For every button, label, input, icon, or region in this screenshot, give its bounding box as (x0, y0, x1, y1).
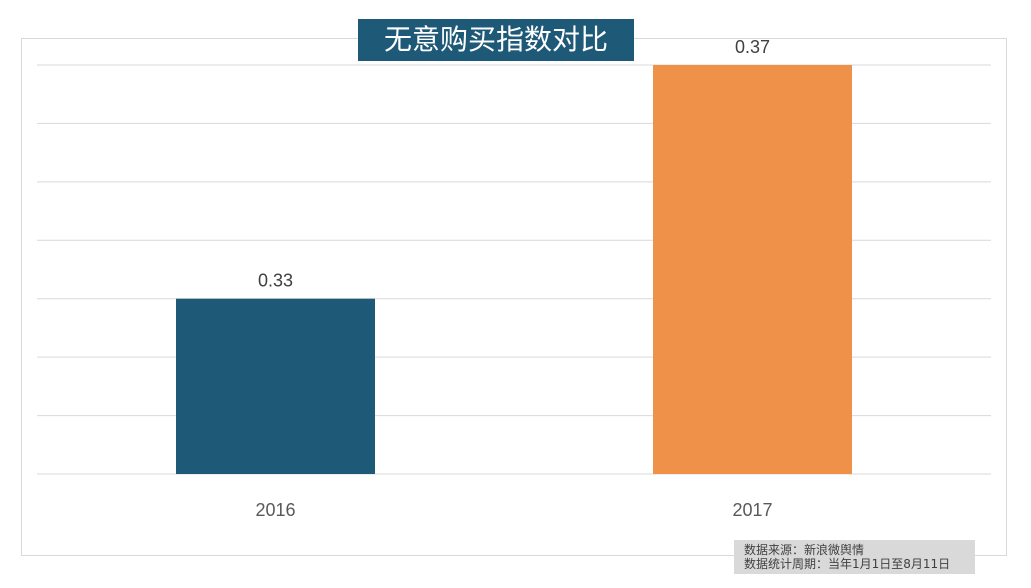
data-label-2016: 0.33 (258, 271, 293, 291)
chart-title: 无意购买指数对比 (358, 19, 634, 61)
x-tick-label-2016: 2016 (255, 500, 295, 520)
source-line-data-source: 数据来源：新浪微舆情 (744, 543, 865, 557)
bar-2017 (653, 65, 852, 474)
data-label-2017: 0.37 (735, 37, 770, 57)
source-note: 数据来源：新浪微舆情 数据统计周期：当年1月1日至8月11日 (734, 540, 975, 574)
source-line-period: 数据统计周期：当年1月1日至8月11日 (744, 557, 951, 571)
x-tick-label-2017: 2017 (732, 500, 772, 520)
bar-2016 (176, 298, 375, 474)
